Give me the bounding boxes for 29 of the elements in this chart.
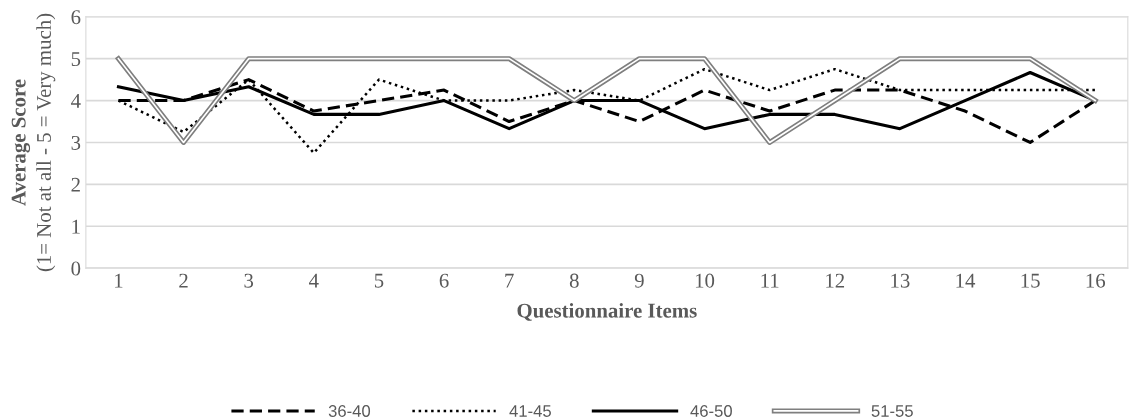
x-tick-label: 3	[244, 273, 254, 288]
x-tick-label: 5	[374, 273, 384, 288]
y-tick-label: 5	[71, 52, 81, 67]
y-tick-label: 4	[71, 94, 81, 108]
x-tick-label: 7	[505, 273, 514, 288]
y-tick-label: 1	[72, 219, 80, 234]
x-tick-label: 10	[695, 273, 715, 288]
legend-label: 51-55	[871, 405, 913, 417]
x-axis-title: Questionnaire Items	[517, 303, 697, 321]
x-tick-label: 9	[634, 273, 644, 288]
legend-label: 36-40	[328, 405, 371, 417]
y-tick-label: 2	[71, 177, 80, 192]
y-tick-label: 6	[71, 10, 81, 25]
x-tick-label: 8	[569, 273, 579, 288]
x-tick-label: 2	[179, 273, 188, 288]
legend-label: 41-45	[509, 405, 551, 417]
y-tick-label: 3	[71, 135, 81, 150]
x-tick-label: 11	[761, 273, 779, 288]
y-tick-label: 0	[71, 261, 81, 276]
x-tick-label: 1	[115, 273, 123, 288]
y-axis-title: Average Score (1= Not at all - 5 = Very much)	[11, 13, 56, 272]
x-tick-label: 6	[439, 273, 449, 288]
x-tick-label: 12	[826, 273, 845, 288]
x-tick-label: 15	[1021, 273, 1040, 288]
legend-label: 46-50	[690, 405, 732, 417]
x-tick-label: 16	[1086, 273, 1106, 288]
x-tick-label: 14	[956, 273, 976, 288]
x-tick-label: 4	[309, 273, 319, 288]
x-tick-label: 13	[891, 273, 910, 288]
